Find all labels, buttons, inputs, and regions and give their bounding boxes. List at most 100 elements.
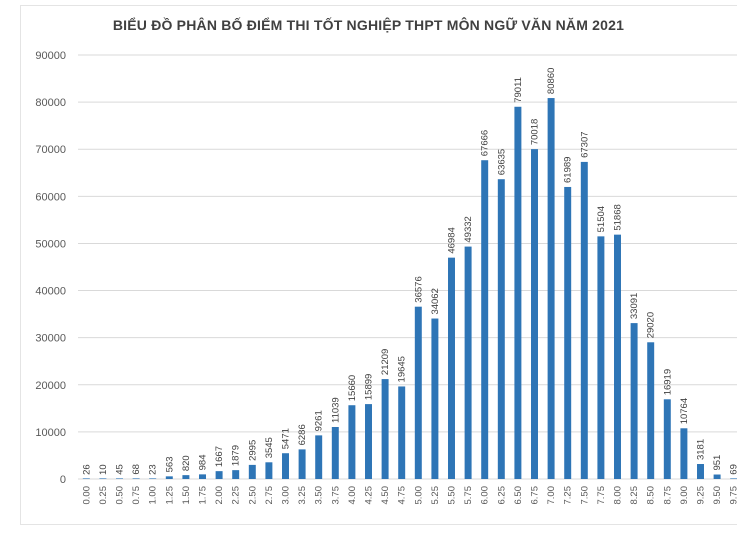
data-label: 16919 bbox=[662, 369, 673, 395]
x-tick-label: 7.75 bbox=[596, 486, 607, 505]
bar bbox=[116, 478, 123, 479]
x-tick-label: 0.50 bbox=[115, 486, 126, 505]
x-tick-label: 4.50 bbox=[380, 486, 391, 505]
data-label: 11039 bbox=[330, 397, 341, 423]
bar bbox=[414, 306, 422, 479]
data-label: 15899 bbox=[364, 374, 375, 400]
x-tick-label: 6.75 bbox=[530, 486, 541, 505]
x-tick-label: 2.00 bbox=[214, 486, 225, 505]
y-tick-label: 10000 bbox=[35, 427, 66, 439]
data-label: 21209 bbox=[380, 349, 391, 375]
bar bbox=[580, 161, 588, 479]
x-tick-label: 9.50 bbox=[712, 486, 723, 505]
bar bbox=[448, 257, 455, 479]
x-tick-label: 1.75 bbox=[198, 486, 209, 505]
data-label: 29020 bbox=[646, 312, 657, 338]
bar bbox=[232, 470, 240, 479]
bar bbox=[215, 471, 223, 479]
data-label: 3181 bbox=[696, 439, 707, 460]
x-tick-label: 8.50 bbox=[646, 486, 657, 505]
x-tick-label: 0.75 bbox=[131, 486, 142, 505]
data-label: 1879 bbox=[231, 445, 242, 466]
x-tick-label: 9.75 bbox=[729, 486, 737, 505]
data-label: 3545 bbox=[264, 437, 275, 458]
data-label: 10 bbox=[98, 464, 109, 475]
y-tick-label: 70000 bbox=[35, 144, 66, 156]
x-tick-label: 5.75 bbox=[463, 486, 474, 505]
x-tick-label: 8.25 bbox=[629, 486, 640, 505]
bar bbox=[597, 236, 605, 479]
y-axis-ticks: 0 10000 20000 30000 40000 50000 60000 70000 8000… bbox=[35, 50, 66, 486]
data-label: 67307 bbox=[579, 131, 590, 157]
data-label: 61989 bbox=[563, 157, 574, 183]
x-tick-label: 3.00 bbox=[281, 486, 292, 505]
x-tick-label: 1.50 bbox=[181, 486, 192, 505]
bar bbox=[531, 149, 538, 479]
x-tick-label: 8.00 bbox=[613, 486, 624, 505]
bar bbox=[730, 478, 737, 479]
x-tick-label: 4.75 bbox=[397, 486, 408, 505]
x-tick-label: 0.25 bbox=[98, 486, 109, 505]
bar bbox=[99, 478, 107, 479]
data-label: 68 bbox=[131, 464, 142, 475]
data-label: 36576 bbox=[413, 276, 424, 302]
x-tick-label: 7.25 bbox=[563, 486, 574, 505]
x-tick-label: 5.25 bbox=[430, 486, 441, 505]
x-tick-label: 0.00 bbox=[81, 486, 92, 505]
data-label: 820 bbox=[181, 455, 192, 471]
bar bbox=[182, 475, 190, 479]
x-tick-label: 4.00 bbox=[347, 486, 358, 505]
chart-title: BIỂU ĐỒ PHÂN BỐ ĐIỂM THI TỐT NGHIỆP THPT… bbox=[112, 17, 625, 33]
gridlines bbox=[78, 54, 737, 480]
bar bbox=[82, 478, 90, 479]
data-label: 33091 bbox=[629, 293, 640, 319]
bar bbox=[630, 323, 638, 479]
bar bbox=[547, 98, 555, 479]
y-tick-label: 60000 bbox=[35, 191, 66, 203]
y-tick-label: 80000 bbox=[35, 97, 66, 109]
x-tick-label: 9.00 bbox=[679, 486, 690, 505]
bar bbox=[497, 179, 505, 480]
data-label: 2995 bbox=[247, 440, 258, 461]
bar bbox=[381, 379, 389, 479]
bar bbox=[298, 449, 306, 479]
x-tick-label: 9.25 bbox=[696, 486, 707, 505]
data-label: 80860 bbox=[546, 68, 557, 94]
data-label: 49332 bbox=[463, 216, 474, 242]
x-tick-label: 2.25 bbox=[231, 486, 242, 505]
x-tick-label: 4.25 bbox=[364, 486, 375, 505]
data-label: 19645 bbox=[397, 356, 408, 382]
bar bbox=[398, 386, 406, 479]
bar bbox=[647, 342, 655, 479]
bar bbox=[282, 453, 289, 479]
data-label: 23 bbox=[148, 464, 159, 475]
x-tick-label: 5.00 bbox=[413, 486, 424, 505]
bar bbox=[431, 318, 439, 479]
x-tick-label: 5.50 bbox=[447, 486, 458, 505]
bar bbox=[697, 464, 704, 479]
x-tick-label: 7.50 bbox=[579, 486, 590, 505]
bar bbox=[680, 428, 688, 479]
x-tick-label: 1.25 bbox=[164, 486, 175, 505]
bar bbox=[348, 405, 356, 479]
data-label: 69 bbox=[729, 464, 737, 475]
data-label: 984 bbox=[198, 455, 209, 471]
data-label: 34062 bbox=[430, 288, 441, 314]
y-tick-label: 30000 bbox=[35, 333, 66, 345]
data-label: 5471 bbox=[281, 428, 292, 449]
bar bbox=[564, 186, 572, 479]
y-tick-label: 0 bbox=[60, 474, 66, 486]
bar bbox=[165, 476, 173, 479]
x-tick-label: 3.75 bbox=[330, 486, 341, 505]
bar bbox=[149, 478, 157, 479]
bar bbox=[132, 478, 140, 479]
bar bbox=[514, 106, 522, 480]
bar bbox=[248, 464, 256, 479]
data-label: 10764 bbox=[679, 398, 690, 424]
x-tick-label: 6.25 bbox=[496, 486, 507, 505]
x-axis-ticks: 0.00 0.25 0.50 0.75 1.00 1.25 1.50 1.75 2.00 2.25… bbox=[81, 486, 737, 505]
x-tick-label: 3.25 bbox=[297, 486, 308, 505]
data-label: 45 bbox=[115, 464, 126, 475]
bar bbox=[331, 426, 339, 479]
